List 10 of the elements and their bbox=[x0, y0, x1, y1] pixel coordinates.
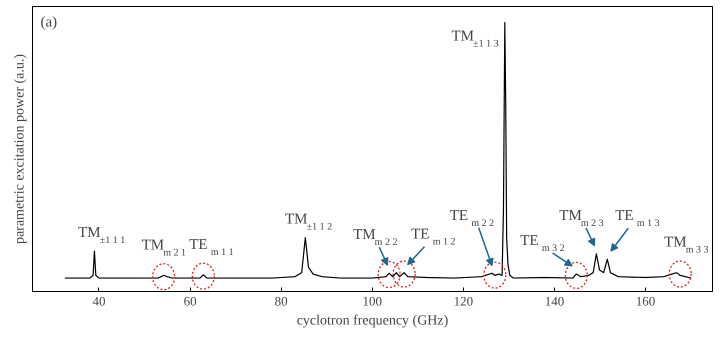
x-tick-label: 120 bbox=[454, 294, 474, 308]
x-tick-label: 80 bbox=[274, 294, 288, 308]
y-axis-title: parametric excitation power (a.u.) bbox=[12, 54, 28, 244]
x-axis-title: cyclotron frequency (GHz) bbox=[296, 314, 449, 328]
x-tick-label: 140 bbox=[544, 294, 564, 308]
x-tick-label: 160 bbox=[636, 294, 656, 308]
x-tick-label: 100 bbox=[362, 294, 382, 308]
annotation: (a) bbox=[40, 14, 58, 30]
x-tick-label: 60 bbox=[184, 294, 197, 308]
x-tick-label: 40 bbox=[92, 294, 106, 308]
